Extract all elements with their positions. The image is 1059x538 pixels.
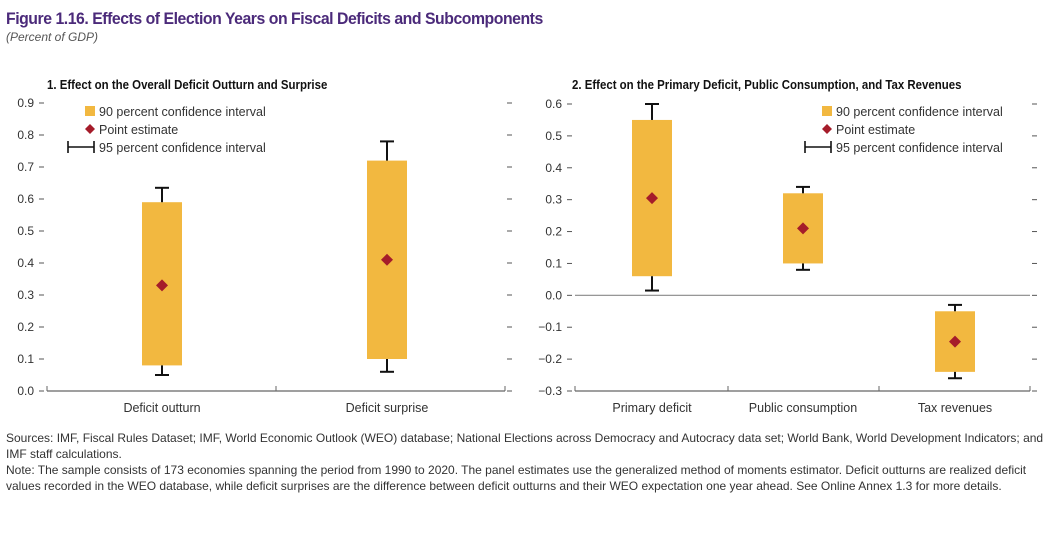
legend-ci90-label: 90 percent confidence interval: [836, 105, 1003, 119]
note-text: Note: The sample consists of 173 economi…: [6, 463, 1027, 493]
point-estimate-marker: [949, 335, 961, 348]
point-estimate-marker: [797, 222, 809, 235]
legend-ci95-label: 95 percent confidence interval: [836, 141, 1003, 155]
y-tick-label: 0.3: [545, 193, 562, 207]
y-tick-label: 0.2: [545, 225, 562, 239]
x-category-label: Deficit surprise: [346, 401, 429, 415]
y-tick-label: 0.4: [17, 256, 34, 270]
point-estimate-marker: [646, 192, 658, 205]
y-tick-label: 0.6: [545, 97, 562, 111]
legend-ci90-label: 90 percent confidence interval: [99, 105, 266, 119]
y-tick-label: 0.7: [17, 160, 34, 174]
y-tick-label: −0.2: [538, 352, 562, 366]
y-tick-label: −0.3: [538, 384, 562, 398]
legend-point-label: Point estimate: [99, 123, 178, 137]
point-estimate-marker: [381, 253, 393, 266]
panel-2-title: 2. Effect on the Primary Deficit, Public…: [572, 77, 962, 92]
sources-text: Sources: IMF, Fiscal Rules Dataset; IMF,…: [6, 431, 1044, 461]
charts-canvas: 0.0 0.1 0.2 0.3 0.4 0.5 0.6 0.7 0.8 0.9 Deficit ou…: [17, 96, 1037, 415]
x-category-label: Deficit outturn: [123, 401, 200, 415]
y-tick-label: 0.0: [17, 384, 34, 398]
y-tick-label: −0.1: [538, 320, 562, 334]
x-category-label: Tax revenues: [918, 401, 992, 415]
legend-ci90-swatch: [85, 106, 95, 116]
panel-1-title: 1. Effect on the Overall Deficit Outturn…: [47, 77, 328, 92]
figure-notes: Sources: IMF, Fiscal Rules Dataset; IMF,…: [6, 430, 1046, 494]
y-tick-label: 0.4: [545, 161, 562, 175]
x-category-label: Primary deficit: [612, 401, 692, 415]
y-tick-label: 0.3: [17, 288, 34, 302]
legend-point-marker: [85, 124, 95, 134]
y-tick-label: 0.1: [17, 352, 34, 366]
legend-point-label: Point estimate: [836, 123, 915, 137]
y-tick-label: 0.6: [17, 192, 34, 206]
y-tick-label: 0.5: [17, 224, 34, 238]
figure-subtitle: (Percent of GDP): [6, 30, 99, 44]
point-estimate-marker: [156, 279, 168, 292]
figure-title: Figure 1.16. Effects of Election Years o…: [6, 9, 543, 28]
y-tick-label: 0.0: [545, 288, 562, 302]
legend-ci95-label: 95 percent confidence interval: [99, 141, 266, 155]
legend-point-marker: [822, 124, 832, 134]
y-tick-label: 0.9: [17, 96, 34, 110]
y-tick-label: 0.2: [17, 320, 34, 334]
y-tick-label: 0.8: [17, 128, 34, 142]
y-tick-label: 0.1: [545, 256, 562, 270]
legend-ci90-swatch: [822, 106, 832, 116]
y-tick-label: 0.5: [545, 129, 562, 143]
x-category-label: Public consumption: [749, 401, 857, 415]
